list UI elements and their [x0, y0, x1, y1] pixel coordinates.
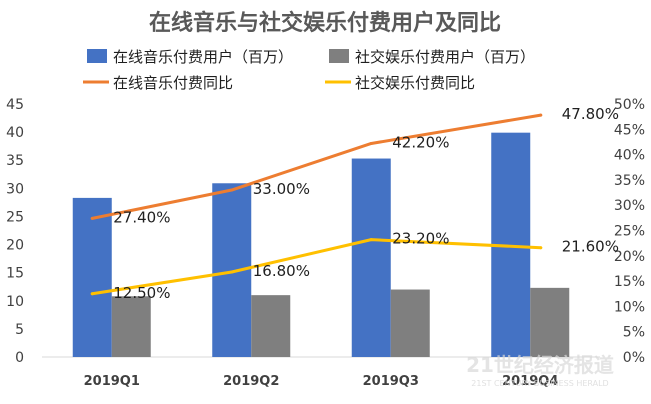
axes: 0 5 10 15 20 25 30 35 40 45 0% 5% 10% 15% 20% 25% 30% 35%…: [6, 97, 645, 389]
bar: [351, 158, 391, 357]
legend-label: 社交娱乐付费用户（百万）: [355, 48, 535, 66]
line-point: [90, 292, 94, 296]
data-label: 33.00%: [253, 180, 310, 198]
y-left-tick-label: 35: [6, 153, 24, 169]
line-point: [90, 216, 94, 220]
chart-title: 在线音乐与社交娱乐付费用户及同比: [149, 10, 501, 36]
line-point: [369, 141, 373, 145]
line-point: [369, 238, 373, 242]
y-right-tick-label: 35%: [614, 173, 645, 189]
data-label: 42.20%: [392, 133, 449, 151]
y-left-tick-label: 0: [15, 350, 24, 366]
legend-swatch: [87, 49, 107, 63]
y-left-tick-label: 45: [6, 97, 24, 113]
y-right-tick-label: 50%: [614, 97, 645, 113]
series-line: [90, 238, 543, 296]
data-label: 21.60%: [562, 238, 619, 256]
x-tick-label: 2019Q1: [84, 374, 140, 389]
y-right-tick-label: 40%: [614, 148, 645, 164]
y-right-tick-label: 25%: [614, 224, 645, 240]
data-label: 16.80%: [253, 262, 310, 280]
y-right-tick-label: 15%: [614, 274, 645, 290]
y-right-tick-label: 10%: [614, 299, 645, 315]
y-left-tick-label: 5: [15, 322, 24, 338]
bar: [72, 197, 112, 357]
bar: [111, 296, 151, 357]
y-right-tick-label: 30%: [614, 198, 645, 214]
y-left-tick-label: 25: [6, 209, 24, 225]
y-right-tick-label: 0%: [623, 350, 645, 366]
bar: [390, 289, 430, 357]
y-left-tick-label: 15: [6, 266, 24, 282]
data-label: 27.40%: [113, 208, 170, 226]
data-label: 47.80%: [562, 105, 619, 123]
y-right-tick-label: 20%: [614, 249, 645, 265]
bar: [530, 287, 570, 357]
lines: [90, 113, 543, 296]
watermark: 21世纪经济报道 21ST CENTURY BUSINESS HERALD: [466, 353, 614, 388]
line-point: [230, 270, 234, 274]
data-label: 12.50%: [113, 284, 170, 302]
legend: 在线音乐付费用户（百万） 社交娱乐付费用户（百万） 在线音乐付费同比 社交娱乐付费同比: [83, 48, 535, 92]
line-point: [539, 113, 543, 117]
legend-label: 在线音乐付费同比: [113, 74, 233, 92]
watermark-text: 21世纪经济报道: [466, 353, 614, 377]
line-point: [230, 188, 234, 192]
y-right-tick-label: 45%: [614, 122, 645, 138]
bar: [251, 295, 291, 357]
legend-label: 在线音乐付费用户（百万）: [113, 48, 293, 66]
data-labels: 27.40% 33.00% 42.20% 47.80% 12.50% 16.80% 23.2…: [113, 105, 619, 302]
legend-label: 社交娱乐付费同比: [355, 74, 475, 92]
y-left-tick-label: 10: [6, 294, 24, 310]
series-line: [90, 113, 543, 220]
legend-swatch: [329, 49, 349, 63]
x-tick-label: 2019Q3: [363, 374, 419, 389]
data-label: 23.20%: [392, 230, 449, 248]
watermark-subtext: 21ST CENTURY BUSINESS HERALD: [471, 379, 608, 388]
y-left-tick-label: 20: [6, 238, 24, 254]
line-point: [539, 246, 543, 250]
y-left-tick-label: 30: [6, 181, 24, 197]
x-tick-label: 2019Q4: [502, 374, 558, 389]
y-right-tick-label: 5%: [623, 325, 645, 341]
x-tick-label: 2019Q2: [223, 374, 279, 389]
y-left-tick-label: 40: [6, 125, 24, 141]
